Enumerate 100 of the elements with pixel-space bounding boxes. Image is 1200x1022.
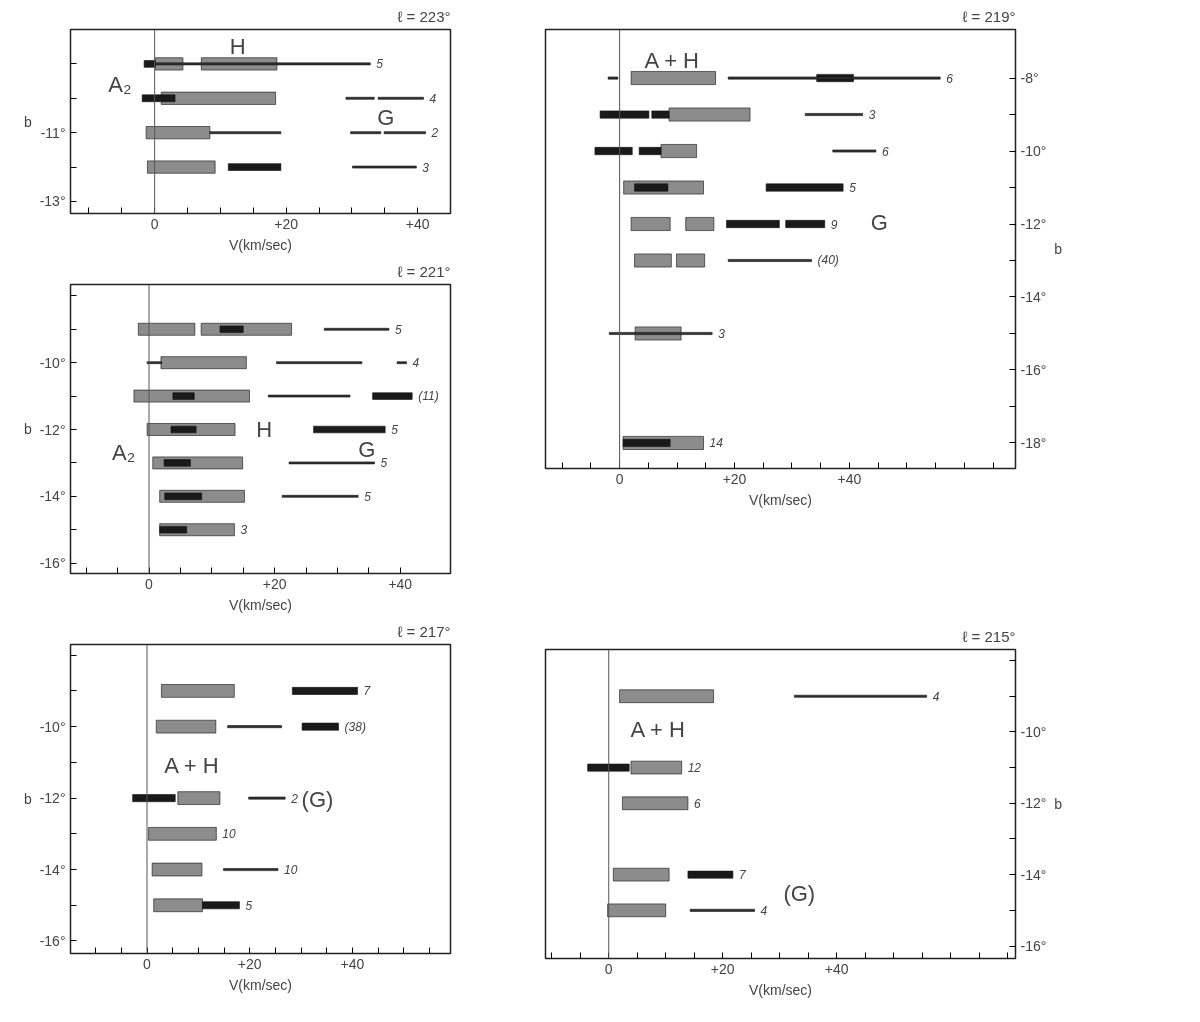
annotation: 5	[849, 181, 857, 196]
chart-title: ℓ = 215°	[962, 627, 1016, 645]
bar	[785, 220, 826, 228]
x-tick-label: +20	[722, 470, 747, 487]
bar	[276, 361, 363, 364]
x-tick-label: +20	[710, 960, 735, 977]
annotation: 4	[760, 903, 768, 918]
bar	[151, 862, 203, 877]
annotation: (G)	[783, 881, 816, 907]
y-axis-title: b	[23, 791, 32, 807]
bar	[804, 113, 863, 116]
bar	[396, 361, 407, 364]
annotation: 10	[283, 863, 298, 878]
bar	[726, 220, 780, 228]
chart-title: ℓ = 221°	[397, 262, 451, 280]
y-tick-label: -12°	[39, 790, 66, 807]
bar	[687, 870, 734, 879]
annotation: G	[377, 105, 395, 131]
bar	[372, 392, 413, 400]
bar	[630, 217, 671, 231]
x-axis-title: V(km/sec)	[229, 976, 292, 993]
bar	[163, 459, 191, 467]
x-tick-label: +40	[405, 215, 430, 232]
bar	[227, 163, 282, 171]
x-tick-label: +40	[837, 470, 862, 487]
x-tick-label: 0	[604, 960, 613, 977]
y-tick-label: -13°	[39, 193, 66, 210]
x-tick-label: +40	[824, 960, 849, 977]
x-axis-title: V(km/sec)	[749, 491, 812, 508]
y-tick-label: -10°	[39, 718, 66, 735]
annotation: 5	[391, 423, 399, 437]
bar	[634, 253, 672, 268]
annotation: 5	[394, 322, 402, 337]
x-axis-title: V(km/sec)	[229, 236, 292, 253]
y-tick-label: -14°	[1020, 866, 1047, 883]
y-tick-label: -16°	[39, 555, 66, 572]
annotation: 5	[245, 898, 253, 913]
annotation: (38)	[344, 719, 366, 734]
bar	[383, 131, 426, 135]
x-tick-label: 0	[615, 470, 624, 487]
bar	[727, 259, 812, 262]
bar	[689, 908, 755, 912]
bar	[281, 495, 359, 498]
y-tick-label: -10°	[39, 354, 66, 371]
y-tick-label: -12°	[1020, 795, 1047, 812]
annotation: A + H	[164, 752, 219, 778]
y-tick-label: -12°	[39, 421, 66, 438]
bar	[594, 147, 633, 155]
annotation: 7	[363, 684, 372, 699]
x-tick-label: +20	[262, 575, 287, 592]
bar	[268, 394, 351, 398]
annotation: 2	[290, 791, 299, 806]
annotation: G	[358, 436, 376, 462]
bar	[155, 719, 217, 734]
y-tick-label: -18°	[1020, 434, 1047, 451]
y-tick-label: -11°	[40, 124, 66, 141]
bar	[607, 903, 667, 918]
bar	[227, 725, 282, 729]
annotation: 3	[240, 523, 248, 538]
annotation: 10	[222, 827, 237, 842]
y-tick-label: -14°	[39, 861, 66, 878]
annotation: 6	[881, 144, 889, 159]
annotation: 4	[932, 689, 940, 704]
y-tick-label: -16°	[1020, 361, 1047, 378]
bar	[301, 722, 339, 731]
annotation: (G)	[301, 786, 334, 812]
annotation: 9	[830, 217, 838, 232]
annotation: 7	[738, 868, 747, 883]
bar	[350, 131, 382, 135]
x-tick-label: +40	[340, 955, 365, 972]
bar	[832, 149, 877, 153]
bar	[172, 392, 195, 400]
bar	[288, 461, 375, 465]
bar	[612, 867, 670, 882]
annotation: 3	[868, 108, 876, 123]
chart-title: ℓ = 217°	[397, 622, 451, 640]
x-axis-title: V(km/sec)	[229, 596, 292, 613]
bar	[147, 160, 216, 174]
bar	[248, 796, 286, 800]
bar	[676, 253, 705, 268]
y-axis-title: b	[1054, 241, 1063, 257]
bar	[148, 827, 217, 841]
annotation: 5	[364, 489, 372, 504]
y-tick-label: -10°	[1020, 143, 1047, 160]
annotation: 3	[718, 326, 726, 341]
y-tick-label: -10°	[1020, 723, 1047, 740]
annotation: 2	[430, 126, 439, 141]
annotation: A₂	[112, 439, 136, 465]
x-tick-label: +20	[274, 215, 299, 232]
y-tick-label: -16°	[39, 933, 66, 949]
chart-title: ℓ = 219°	[962, 7, 1016, 25]
annotation: G	[870, 210, 888, 236]
y-tick-label: -12°	[1020, 216, 1047, 232]
annotation: (11)	[418, 389, 439, 404]
x-tick-label: +40	[388, 575, 413, 592]
bar	[223, 868, 279, 871]
annotation: 14	[709, 436, 724, 451]
annotation: A₂	[108, 72, 132, 98]
bar	[794, 694, 927, 698]
annotation: (40)	[817, 253, 839, 268]
